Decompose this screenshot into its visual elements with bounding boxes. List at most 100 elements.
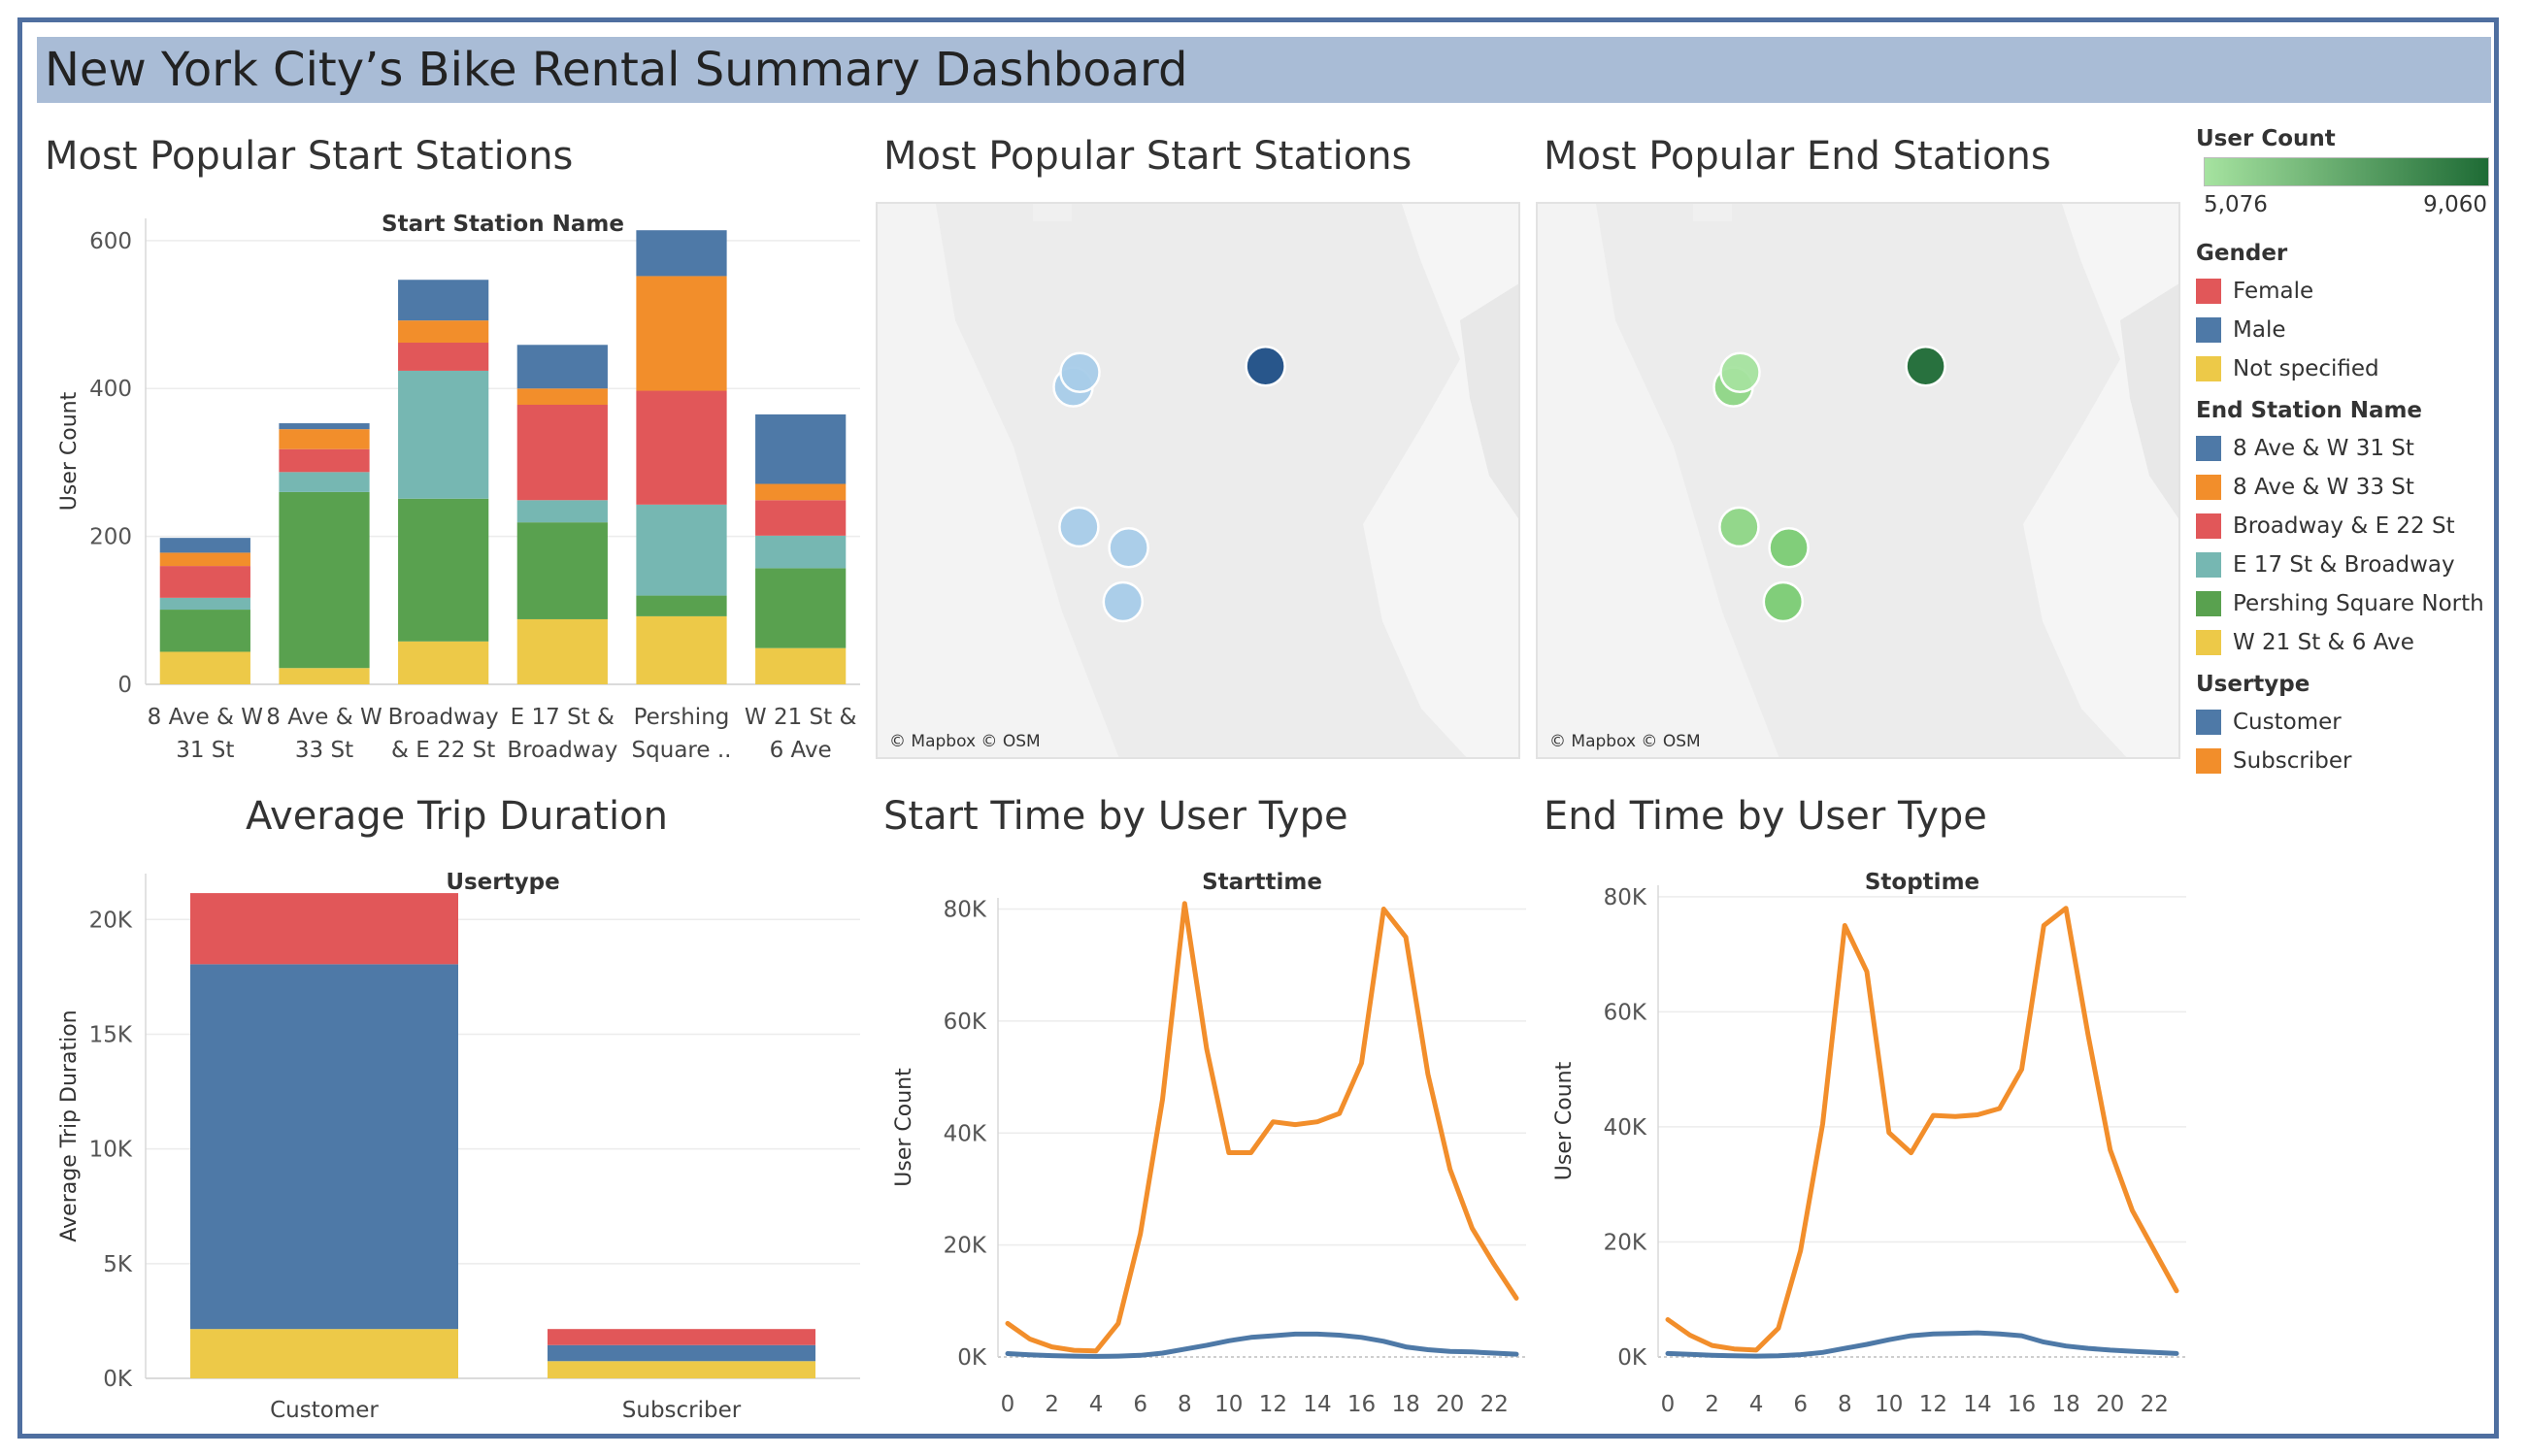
bar-segment [548,1361,815,1378]
x-tick-label: & E 22 St [391,738,495,763]
legend-label: 8 Ave & W 31 St [2233,436,2414,461]
x-tick-label: W 21 St & [745,705,857,730]
x-tick-label: Customer [270,1398,379,1423]
y-tick-label: 10K [89,1138,133,1163]
legend-end-station-item[interactable]: Pershing Square North [2196,584,2497,623]
bar-segment [636,390,727,505]
x-tick-label: 12 [1259,1392,1287,1417]
legend-end-station-item[interactable]: 8 Ave & W 31 St [2196,429,2497,468]
bar-segment [516,388,608,405]
y-tick-label: 60K [1604,1000,1647,1025]
legend-label: Subscriber [2233,748,2352,774]
bar-segment [190,964,458,1330]
bar-segment [159,610,250,652]
bar-segment [516,522,608,619]
bar-segment [398,370,489,499]
legend-gender-item[interactable]: Female [2196,272,2497,311]
legend-usertype-item[interactable]: Subscriber [2196,742,2497,780]
series-line [1005,901,1519,1354]
bar-segment [398,280,489,321]
legend-gender-title: Gender [2196,241,2288,266]
user-count-min: 5,076 [2204,192,2268,217]
legend-label: E 17 St & Broadway [2233,552,2455,578]
legend-end-station-item[interactable]: W 21 St & 6 Ave [2196,623,2497,662]
start-time-line-chart: Starttime User Count 0K 20K 40K 60K 80K 0 2 4 6 8 10… [892,870,1526,1417]
x-tick-label: 4 [1089,1392,1104,1417]
y-tick-label: 0 [117,673,132,698]
bar-segment [159,538,250,553]
legend-gender-item[interactable]: Not specified [2196,349,2497,388]
dashboard-title-bar: New York City’s Bike Rental Summary Dash… [37,37,2491,103]
series-line [1005,1331,1519,1359]
station-marker [1245,346,1286,387]
legend-swatch [2196,279,2221,304]
user-count-gradient [2204,157,2489,186]
x-tick-label: 8 Ave & W [266,705,382,730]
legend-swatch [2196,552,2221,578]
end-stations-map[interactable]: © Mapbox © OSM [1536,202,2180,759]
legend-label: 8 Ave & W 33 St [2233,475,2414,500]
x-tick-label: 8 Ave & W [148,705,263,730]
station-marker [1102,580,1145,623]
bar-segment [159,651,250,684]
station-marker [1058,506,1100,548]
x-tick-label: Pershing [634,705,730,730]
bar-segment [755,647,847,684]
x-tick-label: 8 [1838,1392,1852,1417]
x-tick-label: Square .. [632,738,732,763]
start-stations-map[interactable]: © Mapbox © OSM [876,202,1520,759]
bar-segment [398,320,489,343]
bar-segment [636,230,727,277]
x-tick-label: 20 [2096,1392,2124,1417]
bar-segment [636,615,727,684]
legend-panel: User Count 5,076 9,060 Gender Female Male… [2196,126,2497,790]
x-tick-label: 6 [1793,1392,1808,1417]
bar-segment [398,498,489,642]
legend-label: Not specified [2233,356,2379,381]
legend-gender: Gender Female Male Not specified [2196,241,2497,388]
bar-segment [279,448,370,473]
y-tick-label: 600 [89,229,132,254]
x-tick-label: 31 St [176,738,234,763]
station-marker [1718,506,1760,548]
station-marker [1719,351,1761,394]
x-tick-label: 22 [1480,1392,1509,1417]
bar-segment [516,500,608,523]
y-tick-label: 15K [89,1022,133,1047]
legend-label: Female [2233,279,2314,304]
chart-header: Starttime [1202,870,1322,895]
legend-swatch [2196,591,2221,616]
legend-usertype-item[interactable]: Customer [2196,703,2497,742]
avg-trip-duration-title: Average Trip Duration [246,794,668,839]
x-tick-label: 12 [1919,1392,1947,1417]
bar-segment [159,566,250,598]
legend-swatch [2196,356,2221,381]
y-axis-label: User Count [1552,1061,1577,1180]
start-stations-bar-chart: Start Station Name User Count 0 200 400 600 8 … [57,212,860,763]
water-area [878,204,1119,757]
x-tick-label: 6 Ave [770,738,832,763]
legend-end-station-item[interactable]: E 17 St & Broadway [2196,546,2497,584]
dashboard-frame [17,17,2499,1439]
legend-swatch [2196,748,2221,774]
start-map-canvas [878,204,1518,757]
y-axis-label: User Count [892,1068,916,1187]
x-tick-label: 33 St [295,738,353,763]
y-tick-label: 0K [1617,1345,1647,1371]
x-tick-label: 16 [1347,1392,1376,1417]
island-area [2120,283,2178,519]
x-tick-label: 10 [1214,1392,1243,1417]
legend-end-station-item[interactable]: Broadway & E 22 St [2196,507,2497,546]
bar-segment [755,483,847,501]
legend-end-station-title: End Station Name [2196,398,2423,423]
x-tick-label: 10 [1875,1392,1903,1417]
x-tick-label: 14 [1303,1392,1331,1417]
x-tick-label: 18 [1391,1392,1419,1417]
legend-end-station-item[interactable]: 8 Ave & W 33 St [2196,468,2497,507]
start-stations-map-title: Most Popular Start Stations [883,134,1413,179]
x-tick-label: 8 [1178,1392,1192,1417]
legend-gender-item[interactable]: Male [2196,311,2497,349]
legend-swatch [2196,630,2221,655]
y-tick-label: 60K [944,1009,987,1035]
x-tick-label: 14 [1963,1392,1991,1417]
